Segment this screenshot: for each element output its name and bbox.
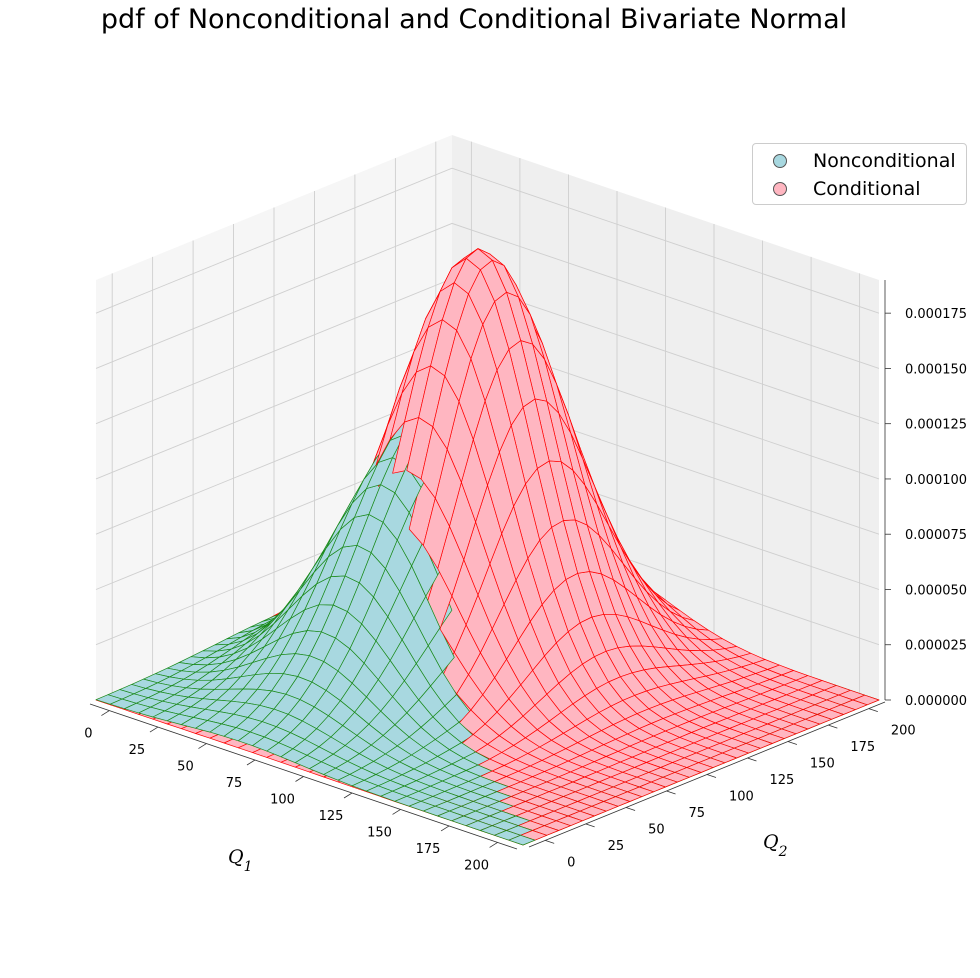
legend-label-nonconditional: Nonconditional: [813, 150, 956, 172]
x-tick-mark: [295, 776, 304, 782]
x-tick-label: 125: [319, 809, 344, 824]
x-tick-mark: [149, 726, 159, 733]
x-tick-mark: [246, 759, 256, 766]
x-tick-label: 175: [416, 842, 441, 857]
y-tick-label: 175: [850, 740, 875, 755]
y-tick-mark: [545, 840, 555, 844]
chart-title: pdf of Nonconditional and Conditional Bi…: [100, 4, 848, 35]
x-tick-label: 50: [177, 760, 194, 775]
z-tick-label: 0.000075: [905, 528, 967, 543]
x-tick-mark: [101, 710, 110, 716]
y-tick-label: 125: [769, 773, 794, 788]
z-tick-label: 0.000125: [905, 418, 967, 433]
y-tick-label: 50: [648, 822, 665, 837]
grid-line-z: [95, 167, 880, 314]
y-tick-mark: [787, 741, 798, 745]
y-tick-mark: [666, 790, 676, 795]
x-tick-mark: [343, 792, 353, 799]
grid-line-z: [95, 222, 880, 369]
surface-face-conditional: [468, 269, 495, 325]
y-tick-mark: [868, 708, 878, 712]
x-tick-label: 200: [464, 858, 489, 873]
legend-item-conditional: Conditional: [753, 176, 921, 202]
y-tick-mark: [625, 807, 636, 811]
x-tick-mark: [392, 809, 401, 815]
x-tick-mark: [198, 743, 207, 749]
x-axis-label: Q1: [228, 846, 253, 875]
legend: Nonconditional Conditional: [752, 143, 967, 205]
y-tick-label: 0: [567, 855, 575, 870]
y-tick-mark: [747, 757, 757, 762]
z-tick-label: 0.000150: [905, 362, 967, 377]
y-tick-mark: [706, 774, 717, 778]
legend-label-conditional: Conditional: [813, 178, 921, 200]
axis-ticks: 0 25 50 75 100 125 150 175 200 0 25 50 75 100 125 150 17…: [84, 280, 967, 873]
y-tick-label: 150: [810, 757, 835, 772]
z-tick-label: 0.000175: [905, 307, 967, 322]
x-tick-label: 0: [84, 727, 92, 742]
legend-marker-nonconditional: [773, 154, 787, 168]
y-tick-label: 75: [689, 806, 706, 821]
y-tick-label: 25: [608, 839, 625, 854]
y-tick-mark: [585, 823, 595, 828]
x-tick-label: 25: [129, 743, 146, 758]
x-tick-mark: [489, 842, 498, 848]
surfaces: [95, 248, 880, 846]
legend-marker-conditional: [773, 182, 787, 196]
x-tick-mark: [440, 825, 450, 832]
y-tick-mark: [828, 724, 838, 729]
y-axis-label: Q2: [763, 831, 788, 860]
z-tick-label: 0.000100: [905, 473, 967, 488]
surface-face-nonconditional: [508, 834, 536, 846]
x-tick-label: 150: [367, 825, 392, 840]
z-tick-label: 0.000025: [905, 639, 967, 654]
x-tick-label: 75: [226, 776, 243, 791]
y-tick-label: 200: [891, 724, 916, 739]
z-tick-label: 0.000000: [905, 694, 967, 709]
legend-item-nonconditional: Nonconditional: [753, 148, 956, 174]
z-tick-label: 0.000050: [905, 583, 967, 598]
y-tick-label: 100: [729, 790, 754, 805]
x-tick-label: 100: [270, 793, 295, 808]
